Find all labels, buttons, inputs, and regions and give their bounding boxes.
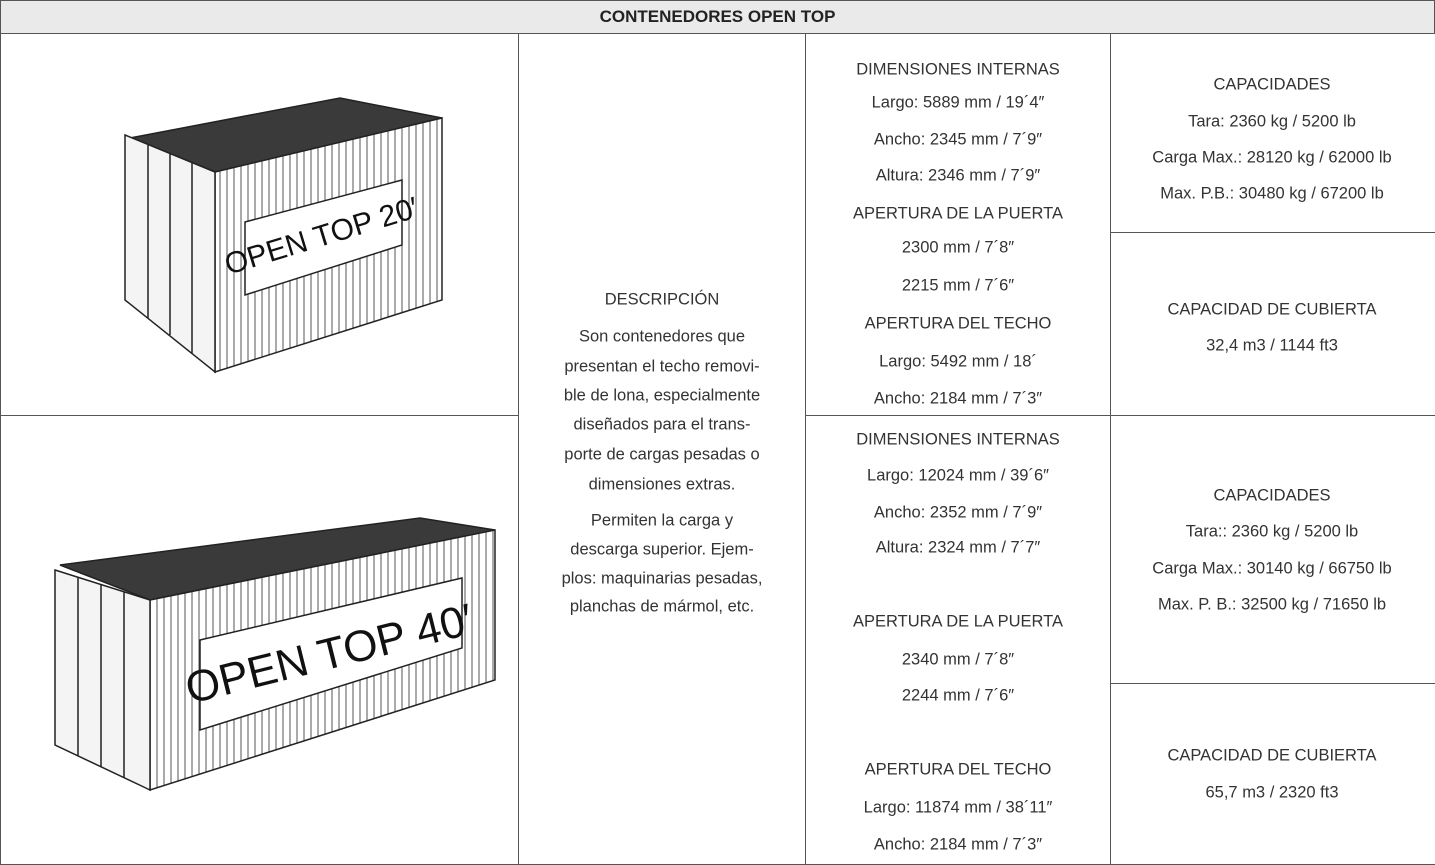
deck-line: CAPACIDAD DE CUBIERTA <box>1167 300 1377 319</box>
description-line: Permiten la carga y <box>590 511 734 530</box>
dimension-line: Largo: 11874 mm / 38´11″ <box>863 798 1053 817</box>
capacities-cell <box>1110 415 1435 684</box>
deck-line: 32,4 m3 / 1144 ft3 <box>1206 336 1338 355</box>
dimension-line: 2215 mm / 7´6″ <box>901 276 1015 295</box>
container-40: OPEN TOP 40′ <box>54 517 496 792</box>
dimension-line: Altura: 2324 mm / 7´7″ <box>875 538 1041 557</box>
description-line: planchas de mármol, etc. <box>569 597 755 616</box>
table-title: CONTENEDORES OPEN TOP <box>0 0 1435 34</box>
capacity-line: CAPACIDADES <box>1213 486 1331 505</box>
capacity-line: Max. P. B.: 32500 kg / 71650 lb <box>1157 595 1387 614</box>
dimension-line: Ancho: 2184 mm / 7´3″ <box>873 835 1043 854</box>
description-line: ble de lona, especialmente <box>563 386 761 405</box>
capacity-line: Max. P.B.: 30480 kg / 67200 lb <box>1160 184 1384 203</box>
capacity-line: Tara:: 2360 kg / 5200 lb <box>1185 522 1359 541</box>
deck-line: CAPACIDAD DE CUBIERTA <box>1167 746 1377 765</box>
deck-line: 65,7 m3 / 2320 ft3 <box>1205 783 1339 802</box>
dimension-line: DIMENSIONES INTERNAS <box>856 60 1060 79</box>
capacity-line: Carga Max.: 28120 kg / 62000 lb <box>1152 148 1392 167</box>
deck-cell <box>1110 232 1435 416</box>
description-line: porte de cargas pesadas o <box>564 445 760 464</box>
description-line: Son contenedores que <box>578 327 746 346</box>
description-line: plos: maquinarias pesadas, <box>561 569 763 588</box>
capacity-line: CAPACIDADES <box>1213 75 1331 94</box>
dimension-line: 2300 mm / 7´8″ <box>901 238 1015 257</box>
dimension-line: Ancho: 2352 mm / 7´9″ <box>873 503 1043 522</box>
capacity-line: Carga Max.: 30140 kg / 66750 lb <box>1152 559 1392 578</box>
description-line: diseñados para el trans- <box>573 415 751 434</box>
description-line: dimensiones extras. <box>588 475 736 494</box>
dimension-line: APERTURA DEL TECHO <box>864 314 1052 333</box>
container-20: OPEN TOP 20′ <box>124 97 443 374</box>
dimension-line: Largo: 5889 mm / 19´4″ <box>871 93 1045 112</box>
dimension-line: Ancho: 2345 mm / 7´9″ <box>873 130 1043 149</box>
dimension-line: 2340 mm / 7´8″ <box>901 650 1015 669</box>
dimension-line: APERTURA DEL TECHO <box>864 760 1052 779</box>
dimension-line: DIMENSIONES INTERNAS <box>856 430 1060 449</box>
capacity-line: Tara: 2360 kg / 5200 lb <box>1188 112 1356 131</box>
dimension-line: Ancho: 2184 mm / 7´3″ <box>873 389 1043 408</box>
dimension-line: Largo: 12024 mm / 39´6″ <box>867 466 1049 485</box>
dimension-line: APERTURA DE LA PUERTA <box>853 204 1063 223</box>
deck-cell <box>1110 683 1435 865</box>
dimension-line: APERTURA DE LA PUERTA <box>853 612 1063 631</box>
description-line: presentan el techo removi- <box>564 357 760 376</box>
dimension-line: Altura: 2346 mm / 7´9″ <box>875 166 1041 185</box>
container-illustrations: OPEN TOP 20′ OPEN TOP 40′ <box>54 97 496 792</box>
description-heading: DESCRIPCIÓN <box>604 290 720 309</box>
dimension-line: Largo: 5492 mm / 18´ <box>879 352 1037 371</box>
description-line: descarga superior. Ejem- <box>570 540 754 559</box>
dimension-line: 2244 mm / 7´6″ <box>901 686 1015 705</box>
